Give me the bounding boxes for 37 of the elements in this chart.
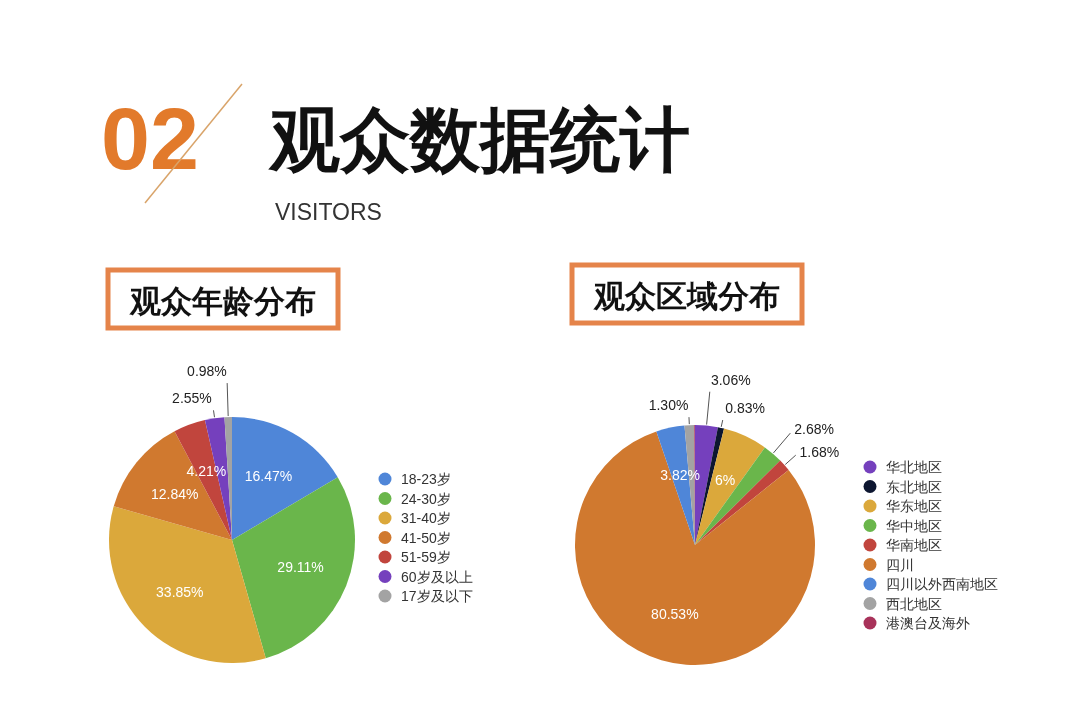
data-label: 1.68% [799,443,840,460]
data-label: 2.55% [172,390,212,407]
pie-slice [113,431,232,540]
legend-label: 东北地区 [886,478,942,495]
legend-label: 18-23岁 [401,471,451,487]
legend-label: 华东地区 [886,498,942,514]
data-label: 33.85% [156,584,204,601]
data-label: 12.84% [150,485,199,502]
data-label: 80.53% [651,606,699,623]
legend-label: 华南地区 [886,537,942,553]
legend-label: 港澳台及海外 [886,615,970,631]
data-label: 1.30% [648,397,689,414]
legend-label: 24-30岁 [401,490,451,507]
pie-slice [109,506,266,663]
legend-label: 17岁及以下 [401,588,473,604]
legend-label: 四川 [886,556,914,573]
chart-title: 观众年龄分布 [129,284,316,319]
legend-label: 华北地区 [886,459,942,475]
text: VISITORS [275,199,382,225]
data-label: 0.83% [725,400,766,417]
text: 02 [101,89,199,188]
chart-title: 观众区域分布 [593,279,780,314]
legend-label: 41-50岁 [401,529,451,546]
data-label: 3.06% [710,371,751,388]
legend-label: 四川以外西南地区 [886,576,998,592]
legend-label: 华中地区 [886,517,942,534]
text: 观众数据统计 [268,102,690,179]
data-label: 6% [715,471,736,488]
data-label: 2.68% [794,420,834,437]
pie-slice [232,417,338,540]
legend-label: 51-59岁 [401,549,451,565]
data-label: 29.11% [277,559,324,576]
legend-label: 60岁及以上 [401,568,473,585]
data-label: 16.47% [244,467,293,484]
data-label: 0.98% [187,363,227,380]
legend-label: 31-40岁 [401,510,451,526]
legend-label: 西北地区 [886,595,942,612]
